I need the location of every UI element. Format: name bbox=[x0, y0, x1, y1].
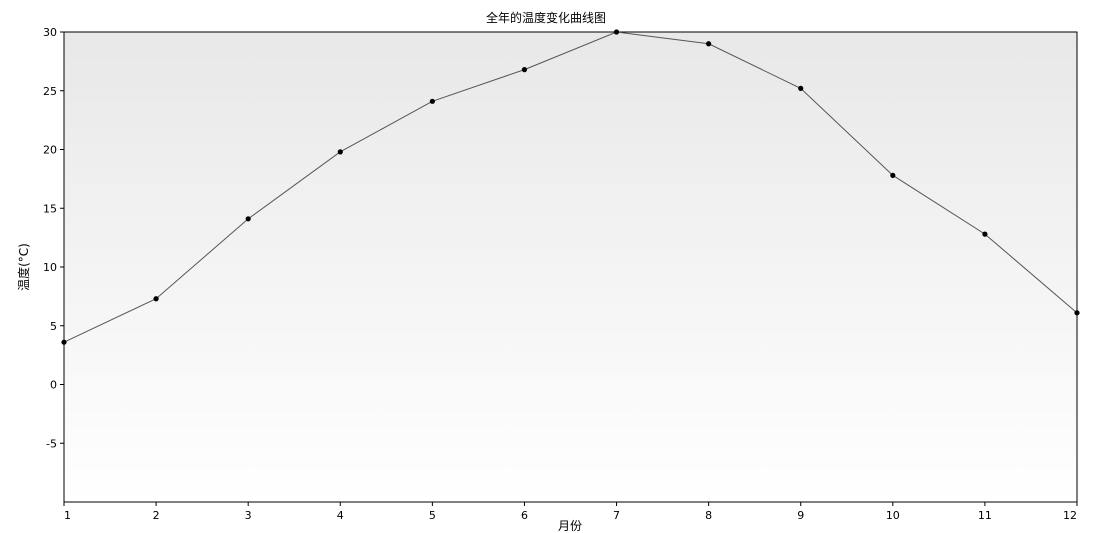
y-tick-label: 0 bbox=[50, 379, 57, 392]
series-line bbox=[63, 31, 1078, 343]
y-tick-label: 20 bbox=[43, 144, 57, 157]
y-tick-label: 5 bbox=[50, 320, 57, 333]
y-tick-label: 30 bbox=[43, 26, 57, 39]
data-point bbox=[1074, 310, 1080, 316]
x-tick-label: 3 bbox=[245, 509, 252, 522]
x-axis: 1 2 3 4 5 6 7 8 9 10 11 12 bbox=[63, 502, 1078, 522]
data-point bbox=[429, 98, 435, 104]
x-tick-label: 2 bbox=[153, 509, 160, 522]
data-point bbox=[706, 41, 712, 47]
x-tick-label: 9 bbox=[797, 509, 804, 522]
data-point bbox=[61, 339, 67, 345]
y-tick-label: -5 bbox=[46, 437, 57, 450]
y-tick-label: 15 bbox=[43, 202, 57, 215]
data-point bbox=[245, 216, 251, 222]
y-tick-label: 10 bbox=[43, 261, 57, 274]
chart-title: 全年的温度变化曲线图 bbox=[486, 10, 606, 25]
data-point bbox=[798, 85, 804, 91]
x-tick-label: 8 bbox=[705, 509, 712, 522]
x-tick-label: 11 bbox=[978, 509, 992, 522]
y-tick-label: 25 bbox=[43, 85, 57, 98]
data-point bbox=[613, 29, 620, 35]
x-axis-title: 月份 bbox=[558, 519, 582, 533]
x-tick-label: 1 bbox=[64, 509, 71, 522]
x-tick-label: 6 bbox=[521, 509, 528, 522]
series-markers bbox=[61, 29, 1080, 345]
plot-area bbox=[63, 31, 1078, 503]
y-axis: 30 25 20 15 10 5 0 -5 bbox=[43, 26, 64, 450]
x-tick-label: 12 bbox=[1063, 509, 1077, 522]
data-point bbox=[890, 172, 896, 178]
x-tick-label: 5 bbox=[429, 509, 436, 522]
x-tick-label: 10 bbox=[886, 509, 900, 522]
data-point bbox=[337, 149, 343, 155]
data-point bbox=[153, 296, 159, 302]
data-point bbox=[521, 67, 528, 73]
x-tick-label: 7 bbox=[613, 509, 620, 522]
x-tick-label: 4 bbox=[337, 509, 344, 522]
data-point bbox=[982, 231, 988, 237]
y-axis-title: 温度(°C) bbox=[16, 243, 31, 291]
